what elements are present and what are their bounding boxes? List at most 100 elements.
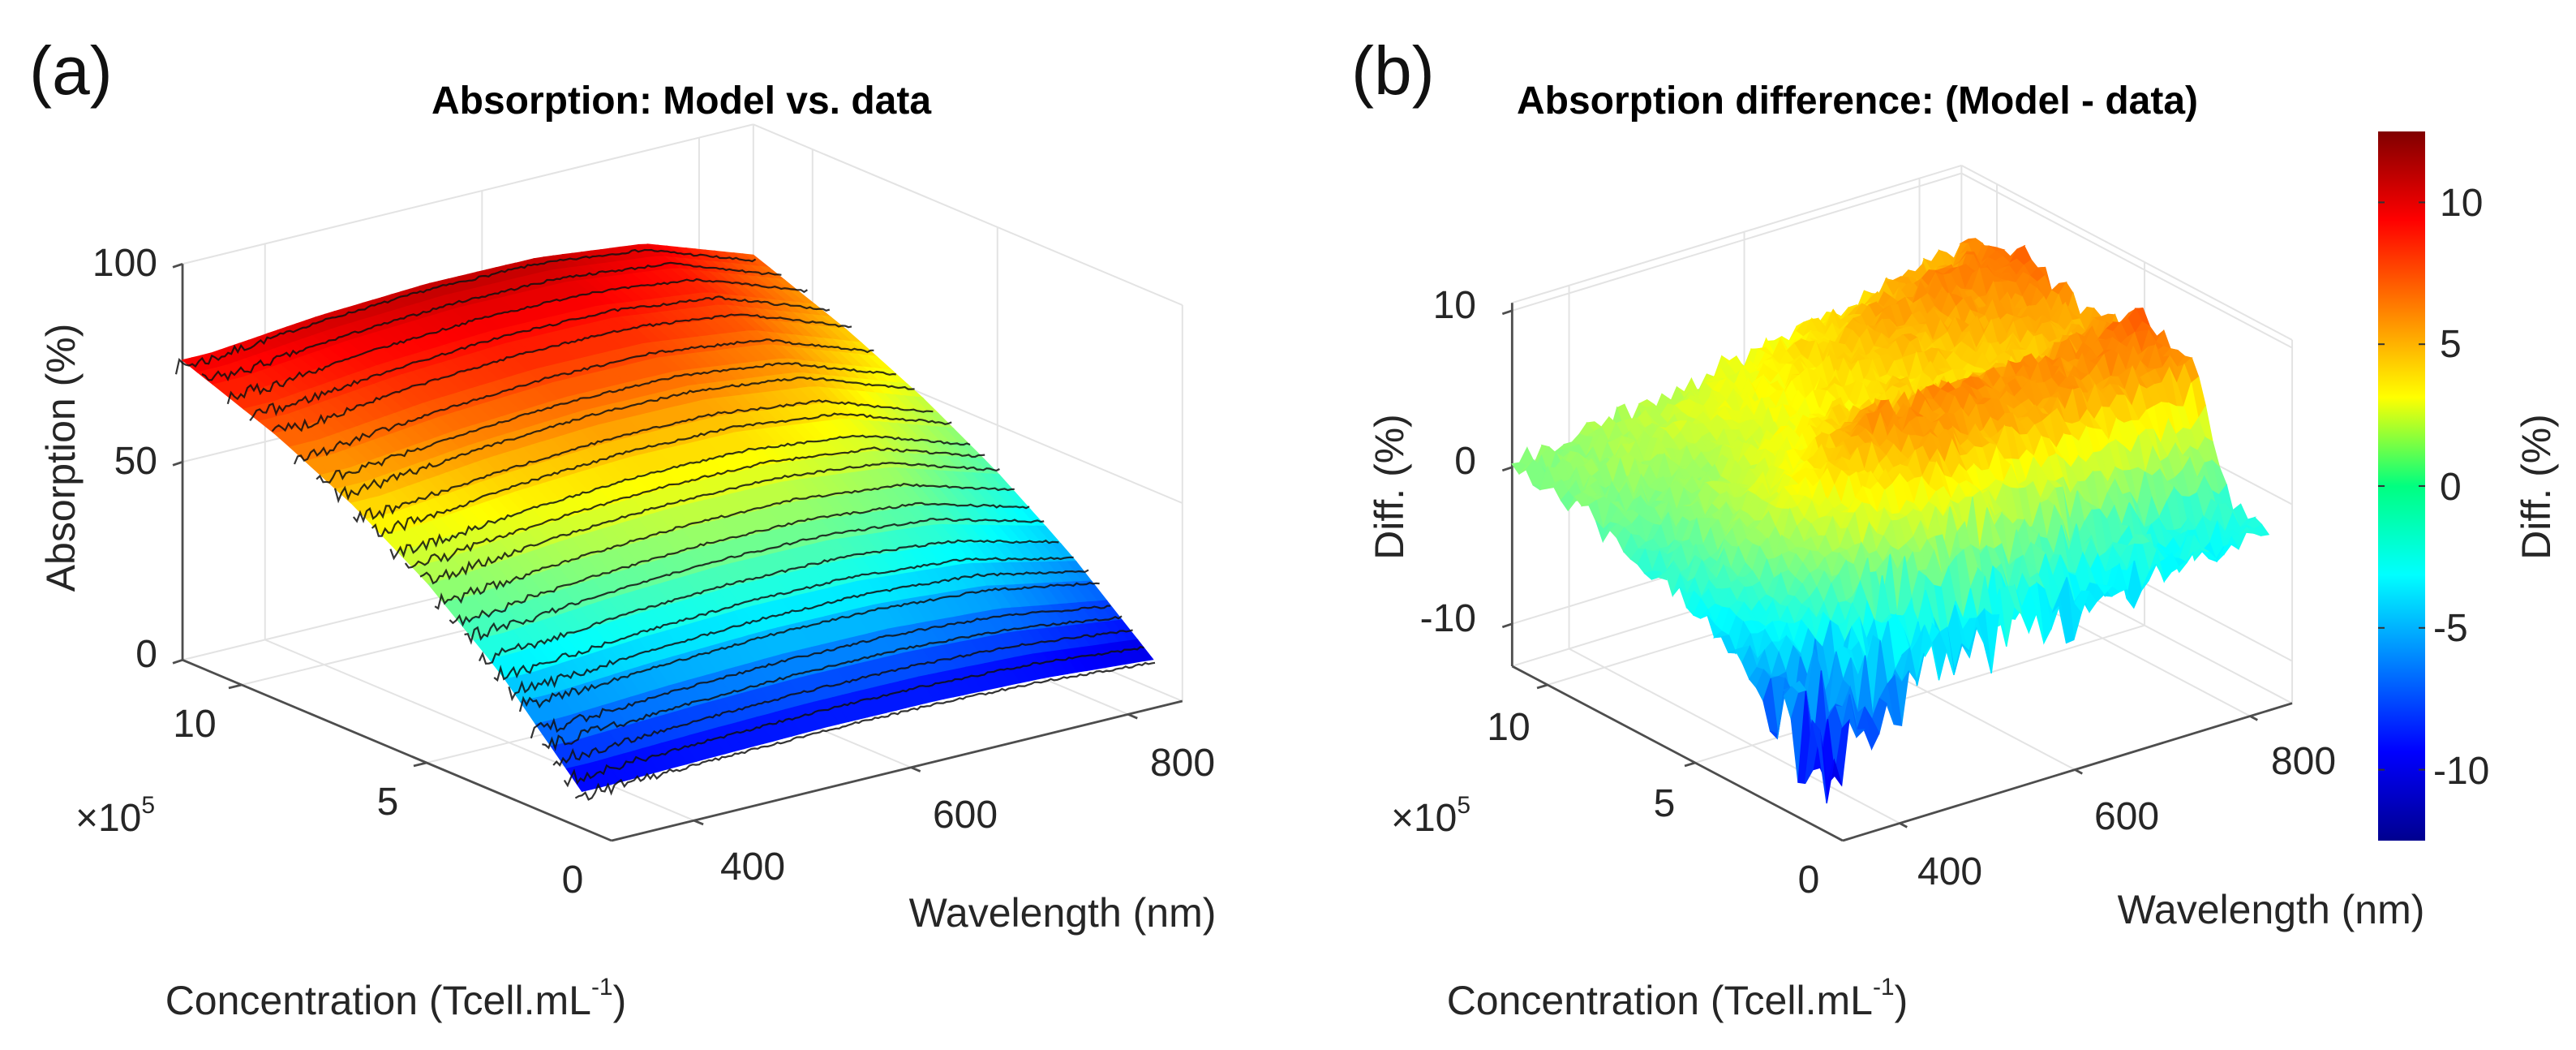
- panel-b: (b) Absorption difference: (Model - data…: [1351, 32, 2559, 1023]
- y-axis-label: Concentration (Tcell.mL-1): [1447, 974, 1908, 1023]
- data-line: [271, 313, 852, 432]
- data-line: [419, 462, 1000, 585]
- data-line: [316, 362, 896, 484]
- z-tick-label: 0: [135, 633, 157, 676]
- data-line: [333, 377, 915, 504]
- gridline: [1694, 624, 2145, 764]
- z-tick-mark: [1501, 466, 1513, 472]
- panel-label: (a): [29, 32, 113, 109]
- data-line: [552, 629, 1133, 767]
- gridline: [1512, 172, 1962, 312]
- data-line: [293, 338, 874, 465]
- data-line: [563, 646, 1144, 788]
- y-axis-label-end: ): [1895, 978, 1908, 1023]
- data-line: [352, 398, 934, 524]
- colorbar-gradient: [2378, 131, 2425, 841]
- y-axis-label-superscript: -1: [591, 974, 613, 1001]
- data-line: [493, 556, 1074, 682]
- y-axis-label: Concentration (Tcell.mL-1): [165, 974, 627, 1023]
- data-lines: [174, 248, 1156, 801]
- data-line: [434, 483, 1015, 610]
- data-line: [478, 539, 1059, 665]
- y-axis: [182, 658, 612, 842]
- x-tick-label: 800: [2271, 740, 2336, 783]
- z-tick-mark: [1501, 622, 1513, 629]
- surface-patch: [1811, 720, 1827, 804]
- data-line: [371, 412, 952, 537]
- data-line: [464, 517, 1045, 645]
- y-multiplier: ×105: [1391, 792, 1470, 840]
- y-multiplier: ×105: [75, 792, 155, 840]
- x-tick-label: 600: [933, 794, 998, 837]
- colorbar-tick-label: -5: [2433, 607, 2468, 650]
- data-line: [449, 501, 1030, 627]
- z-tick-label: -10: [1420, 597, 1476, 640]
- data-line: [530, 605, 1111, 739]
- y-tick-label: 0: [1798, 859, 1820, 902]
- chart-title: Absorption: Model vs. data: [431, 80, 931, 123]
- data-line: [542, 615, 1123, 751]
- colorbar-tick-label: 0: [2440, 466, 2462, 509]
- y-tick-mark: [1684, 761, 1696, 768]
- data-line: [574, 661, 1156, 801]
- gridline: [1960, 172, 2293, 349]
- x-tick-label: 400: [720, 846, 785, 889]
- y-tick-mark: [1536, 683, 1548, 690]
- data-line: [174, 248, 757, 375]
- data-line: [226, 278, 808, 405]
- data-line: [249, 295, 831, 422]
- y-axis-label-superscript: -1: [1873, 974, 1895, 1001]
- y-axis-label-main: Concentration (Tcell.mL: [1447, 978, 1873, 1023]
- z-tick-mark: [172, 658, 183, 665]
- z-tick-label: 100: [92, 242, 157, 285]
- z-axis-label: Diff. (%): [1367, 414, 1412, 560]
- y-axis-label-end: ): [613, 978, 627, 1023]
- z-tick-label: 50: [114, 440, 157, 483]
- multiplier-base: ×10: [1391, 797, 1457, 840]
- multiplier-exponent: 5: [141, 792, 155, 819]
- data-line: [518, 582, 1100, 712]
- panel-a: (a) Absorption: Model vs. data 100 50 0 …: [29, 32, 1216, 1023]
- data-line: [389, 434, 971, 561]
- data-line: [508, 569, 1089, 702]
- gridline: [1569, 648, 1900, 824]
- y-tick-mark: [413, 761, 427, 768]
- colorbar-tick-label: -10: [2433, 750, 2489, 793]
- z-tick-label: 0: [1454, 440, 1476, 483]
- multiplier-base: ×10: [75, 797, 141, 840]
- x-axis-label: Wavelength (nm): [909, 890, 1217, 936]
- back-wall-edge: [753, 123, 1183, 306]
- y-tick-label: 10: [1487, 706, 1530, 749]
- multiplier-exponent: 5: [1457, 792, 1470, 819]
- z-axis-label: Absorption (%): [38, 324, 84, 592]
- colorbar-label: Diff. (%): [2514, 414, 2559, 560]
- chart-title: Absorption difference: (Model - data): [1517, 80, 2198, 123]
- x-tick-label: 800: [1150, 742, 1215, 785]
- colorbar-tick-label: 10: [2440, 182, 2483, 225]
- back-wall-edge: [1512, 164, 1962, 304]
- z-tick-mark: [172, 460, 183, 467]
- panel-label: (b): [1351, 32, 1435, 109]
- x-tick-label: 600: [2094, 795, 2159, 838]
- x-axis: [1842, 702, 2293, 842]
- y-tick-mark: [228, 683, 243, 690]
- colorbar: 10 5 0 -5 -10 Diff. (%): [2378, 131, 2559, 841]
- z-tick-mark: [172, 262, 183, 269]
- back-wall-edge: [1960, 165, 2293, 341]
- z-tick-label: 10: [1433, 284, 1476, 327]
- z-tick-mark: [1501, 309, 1513, 316]
- y-tick-label: 5: [377, 781, 399, 824]
- y-tick-label: 10: [173, 703, 216, 746]
- y-tick-label: 5: [1654, 782, 1676, 825]
- data-line: [201, 261, 782, 382]
- y-tick-label: 0: [562, 859, 584, 902]
- data-line: [404, 446, 985, 569]
- back-wall-edge: [182, 123, 754, 265]
- x-axis-label: Wavelength (nm): [2118, 887, 2425, 932]
- x-tick-label: 400: [1917, 850, 1982, 893]
- difference-surface: [1511, 238, 2270, 804]
- gridline: [264, 639, 695, 822]
- x-axis: [611, 699, 1183, 842]
- y-axis: [1511, 665, 1844, 842]
